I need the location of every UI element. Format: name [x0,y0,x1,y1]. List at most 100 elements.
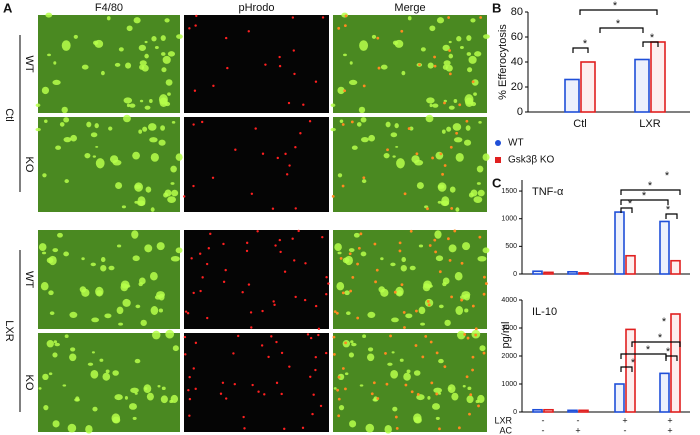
cell [387,362,393,366]
cell [126,25,133,32]
pHrodo-spot [221,381,225,384]
significance-star: * [616,18,621,30]
pHrodo-spot [349,289,353,293]
cell [392,155,396,158]
cell [461,291,471,299]
pHrodo-spot [194,341,198,345]
cell [449,186,456,193]
cell [373,396,378,402]
pHrodo-spot [184,310,188,313]
pHrodo-spot [288,164,291,167]
significance-bracket [620,366,633,372]
cell [443,60,451,66]
pHrodo-spot [435,351,439,355]
cell [144,105,151,110]
cell [64,334,69,338]
cell [63,117,70,123]
pHrodo-spot [350,120,354,124]
pHrodo-spot [270,335,273,338]
pHrodo-spot [433,238,437,242]
cell [465,125,471,131]
pHrodo-spot [222,280,226,284]
cell [134,358,141,364]
cell [350,340,354,344]
pHrodo-spot [273,303,276,307]
cell [462,242,471,251]
cell [435,416,440,420]
pHrodo-spot [304,262,307,265]
cell [95,158,105,169]
cell [171,189,179,197]
cell [102,372,111,381]
pHrodo-spot [287,101,291,105]
pHrodo-spot [291,237,294,240]
bar [578,272,589,275]
pHrodo-spot [321,235,324,239]
pHrodo-spot [274,244,277,247]
cell [64,179,69,184]
cell [86,121,92,128]
significance-star: * [613,0,618,12]
pHrodo-spot [441,172,444,176]
pHrodo-spot [400,29,404,33]
cell [142,126,148,132]
cell [137,200,146,207]
cell [158,139,166,146]
cell [399,358,404,362]
y-tick-label: 0 [517,106,523,118]
chart-title: IL-10 [532,306,557,318]
pHrodo-spot [245,249,249,253]
condition-value: - [577,415,580,425]
pHrodo-spot [271,207,275,210]
condition-value: - [542,425,545,435]
y-tick-label: 1000 [501,381,517,388]
condition-label: LXR [494,415,512,425]
cell [150,152,159,162]
pHrodo-spot [245,241,249,245]
cell [444,319,451,327]
pHrodo-spot [373,242,377,246]
cell [455,207,460,212]
bar [567,409,578,413]
cell [170,182,175,185]
pHrodo-spot [256,230,259,233]
pHrodo-spot [294,207,297,210]
bar [659,372,670,413]
pHrodo-spot [250,326,253,329]
cell [479,345,486,352]
cell [438,392,442,395]
cell [401,70,406,76]
pHrodo-spot [403,326,406,329]
pHrodo-spot [438,427,441,431]
pHrodo-spot [301,426,305,430]
pHrodo-spot [482,292,486,296]
panel-label: B [492,0,501,15]
cell [433,387,442,394]
significance-bracket [642,41,659,47]
micrograph-haze [333,333,487,432]
cell [158,308,164,313]
cell [427,284,433,288]
cell [100,264,107,272]
pHrodo-spot [332,335,336,339]
cell [167,51,176,57]
column-header: Merge [394,2,425,14]
significance-bracket [665,213,678,219]
cell [442,44,450,51]
cell [466,395,474,404]
pHrodo-spot [415,152,419,156]
cell [346,311,351,316]
cell [143,384,152,394]
cell [459,46,464,50]
pHrodo-spot [249,311,253,314]
bar [578,409,589,413]
cell [356,122,362,127]
pHrodo-spot [200,120,204,124]
pHrodo-spot [247,30,250,33]
micrograph-background [184,333,329,432]
row-label: WT [23,271,35,288]
cell [409,265,416,271]
x-tick-label: Ctl [573,118,586,130]
cell [112,370,119,376]
cell [170,165,177,173]
